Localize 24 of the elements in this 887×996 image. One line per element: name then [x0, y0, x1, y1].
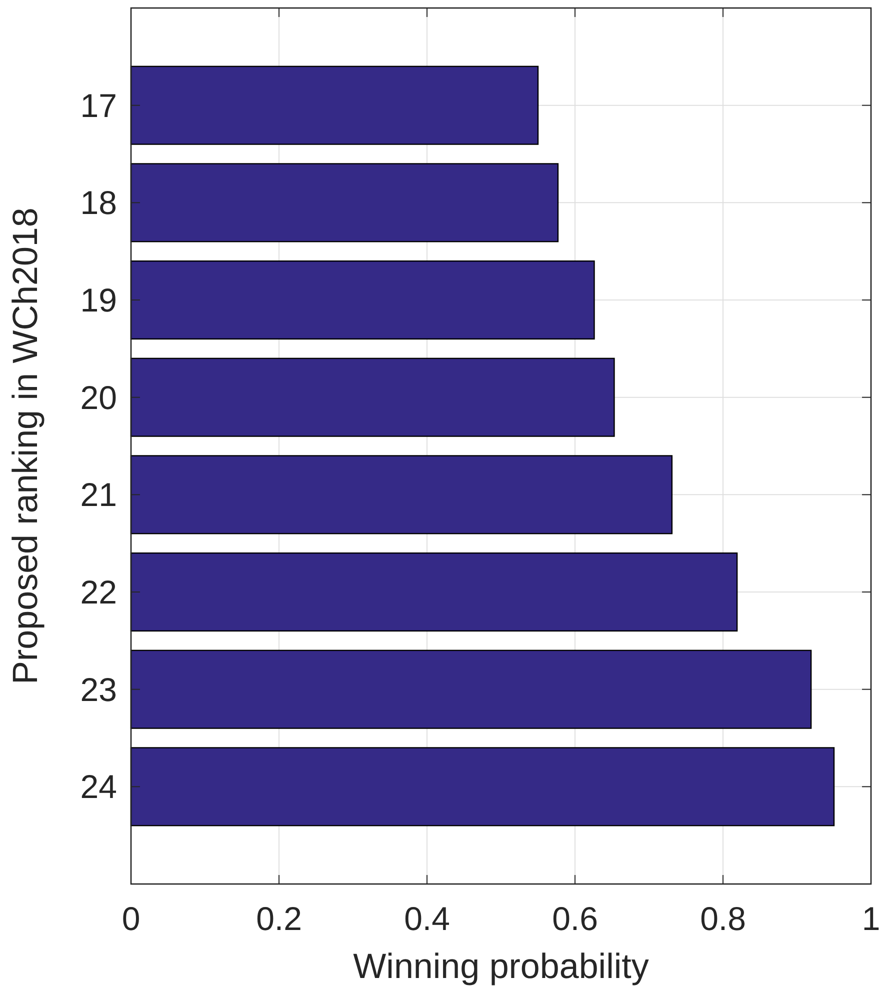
y-axis-title: Proposed ranking in WCh2018 — [6, 208, 45, 684]
y-tick-label: 24 — [80, 768, 117, 806]
x-tick-label: 0.8 — [700, 900, 746, 937]
y-tick-label: 21 — [80, 476, 117, 514]
x-tick-label: 1 — [862, 900, 880, 937]
y-tick-label: 18 — [80, 184, 117, 222]
bar — [130, 552, 738, 632]
x-tick-label: 0 — [122, 900, 140, 937]
y-tick-label: 23 — [80, 670, 117, 708]
y-tick-label: 19 — [80, 282, 117, 319]
x-tick-label: 0.4 — [404, 900, 450, 937]
bar — [130, 66, 539, 145]
x-tick-label: 0.6 — [552, 900, 598, 937]
bar — [130, 260, 595, 340]
bar — [130, 455, 673, 534]
x-tick-label: 0.2 — [256, 900, 302, 937]
bar — [130, 747, 835, 826]
bar — [130, 358, 615, 437]
bar — [130, 650, 812, 729]
x-axis-title: Winning probability — [353, 947, 650, 986]
y-tick-label: 17 — [80, 86, 117, 124]
y-tick-label: 22 — [80, 574, 117, 611]
bar — [130, 163, 559, 242]
y-tick-label: 20 — [80, 378, 117, 416]
